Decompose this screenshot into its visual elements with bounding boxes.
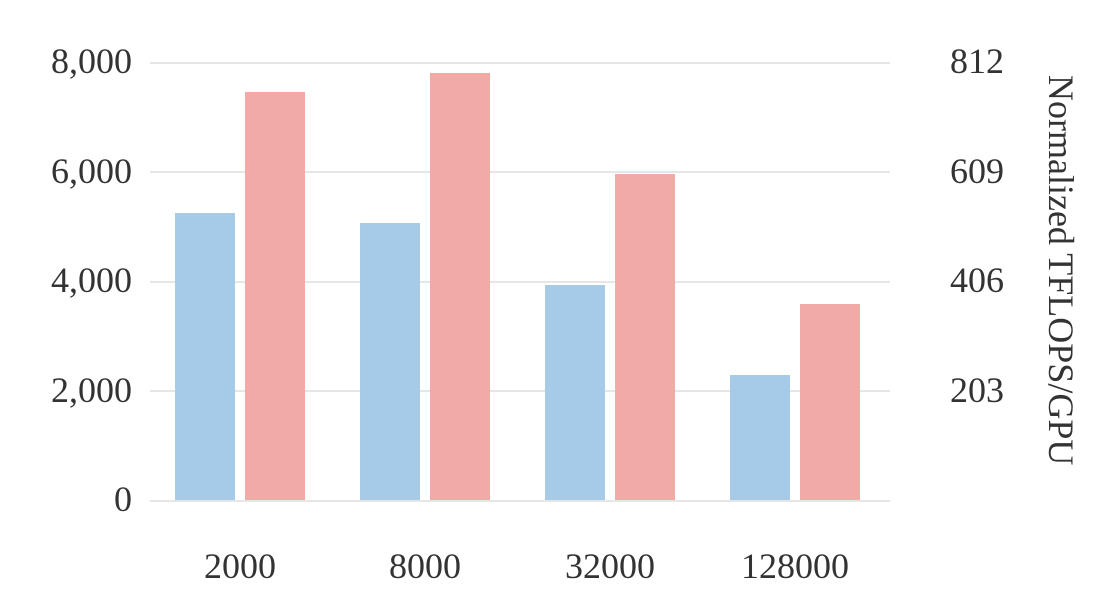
- bar-series-a: [360, 223, 420, 500]
- bar-series-b: [800, 304, 860, 500]
- y-right-tick-label: 609: [950, 150, 1004, 192]
- x-tick-label: 8000: [360, 545, 490, 587]
- y-left-tick-label: 0: [0, 478, 132, 520]
- x-tick-label: 128000: [730, 545, 860, 587]
- x-tick-label: 2000: [175, 545, 305, 587]
- bar-series-a: [545, 285, 605, 500]
- plot-area: [150, 40, 890, 500]
- bar-series-b: [430, 73, 490, 500]
- tflops-bar-chart: Normalized TFLOPS/GPU 0 2,000 4,000 6,000 8,…: [0, 0, 1120, 614]
- y-right-tick-label: 812: [950, 40, 1004, 82]
- bar-series-a: [175, 213, 235, 501]
- y-left-tick-label: 8,000: [0, 40, 132, 82]
- gridline: [150, 500, 890, 502]
- y-left-tick-label: 4,000: [0, 259, 132, 301]
- y-axis-right-label: Normalized TFLOPS/GPU: [1040, 40, 1082, 500]
- y-right-tick-label: 203: [950, 369, 1004, 411]
- gridline: [150, 62, 890, 64]
- x-tick-label: 32000: [545, 545, 675, 587]
- bar-series-b: [245, 92, 305, 500]
- bar-series-b: [615, 174, 675, 500]
- bar-series-a: [730, 375, 790, 500]
- y-left-tick-label: 2,000: [0, 369, 132, 411]
- y-left-tick-label: 6,000: [0, 150, 132, 192]
- y-right-tick-label: 406: [950, 259, 1004, 301]
